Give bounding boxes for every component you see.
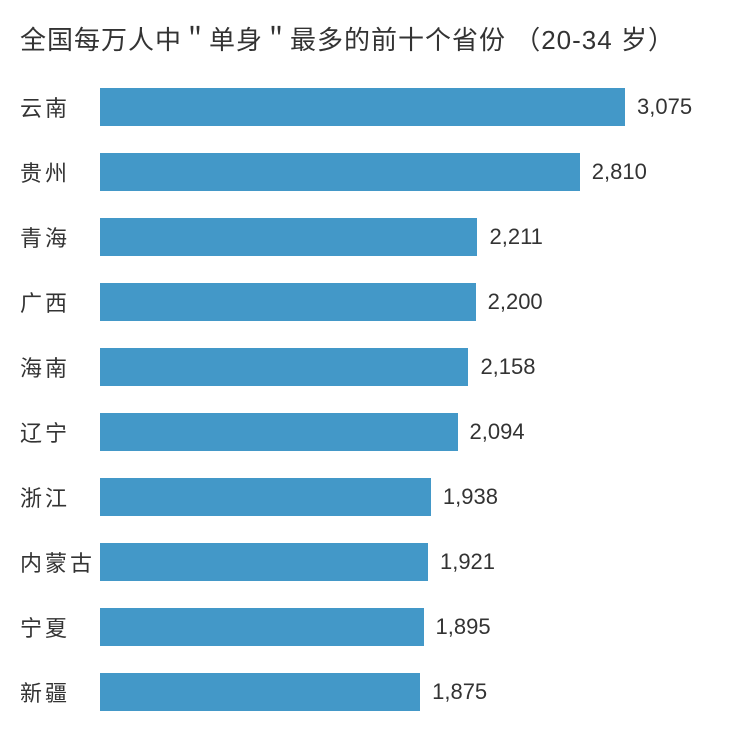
bar-area: 2,094 — [100, 412, 720, 452]
category-label: 新疆 — [20, 676, 100, 708]
bar-row: 云南 3,075 — [20, 87, 720, 127]
bar-area: 1,895 — [100, 607, 720, 647]
category-label: 内蒙古 — [20, 546, 100, 578]
bar — [100, 478, 431, 516]
value-label: 1,895 — [436, 614, 491, 640]
bar — [100, 218, 477, 256]
bar-chart: 云南 3,075 贵州 2,810 青海 2,211 广西 2,200 海南 2… — [20, 87, 720, 712]
category-label: 辽宁 — [20, 416, 100, 448]
category-label: 海南 — [20, 351, 100, 383]
bar — [100, 153, 580, 191]
bar-row: 广西 2,200 — [20, 282, 720, 322]
value-label: 1,875 — [432, 679, 487, 705]
bar-area: 1,875 — [100, 672, 720, 712]
bar-row: 贵州 2,810 — [20, 152, 720, 192]
bar-area: 2,158 — [100, 347, 720, 387]
value-label: 2,211 — [489, 224, 542, 250]
value-label: 2,200 — [488, 289, 543, 315]
bar — [100, 283, 476, 321]
bar-area: 2,200 — [100, 282, 720, 322]
bar-row: 青海 2,211 — [20, 217, 720, 257]
bar-area: 1,921 — [100, 542, 720, 582]
bar-area: 1,938 — [100, 477, 720, 517]
category-label: 贵州 — [20, 156, 100, 188]
bar-row: 辽宁 2,094 — [20, 412, 720, 452]
bar-row: 宁夏 1,895 — [20, 607, 720, 647]
chart-title: 全国每万人中＂单身＂最多的前十个省份 （20-34 岁） — [20, 20, 720, 57]
bar — [100, 543, 428, 581]
bar-area: 3,075 — [100, 87, 720, 127]
bar-row: 浙江 1,938 — [20, 477, 720, 517]
category-label: 青海 — [20, 221, 100, 253]
bar-row: 海南 2,158 — [20, 347, 720, 387]
value-label: 3,075 — [637, 94, 692, 120]
category-label: 宁夏 — [20, 611, 100, 643]
category-label: 浙江 — [20, 481, 100, 513]
bar — [100, 673, 420, 711]
category-label: 云南 — [20, 91, 100, 123]
bar — [100, 348, 468, 386]
bar — [100, 608, 424, 646]
bar-row: 新疆 1,875 — [20, 672, 720, 712]
bar-area: 2,810 — [100, 152, 720, 192]
category-label: 广西 — [20, 286, 100, 318]
bar-area: 2,211 — [100, 217, 720, 257]
bar — [100, 413, 458, 451]
bar — [100, 88, 625, 126]
value-label: 2,158 — [480, 354, 535, 380]
value-label: 2,094 — [470, 419, 525, 445]
bar-row: 内蒙古 1,921 — [20, 542, 720, 582]
value-label: 2,810 — [592, 159, 647, 185]
value-label: 1,921 — [440, 549, 495, 575]
value-label: 1,938 — [443, 484, 498, 510]
